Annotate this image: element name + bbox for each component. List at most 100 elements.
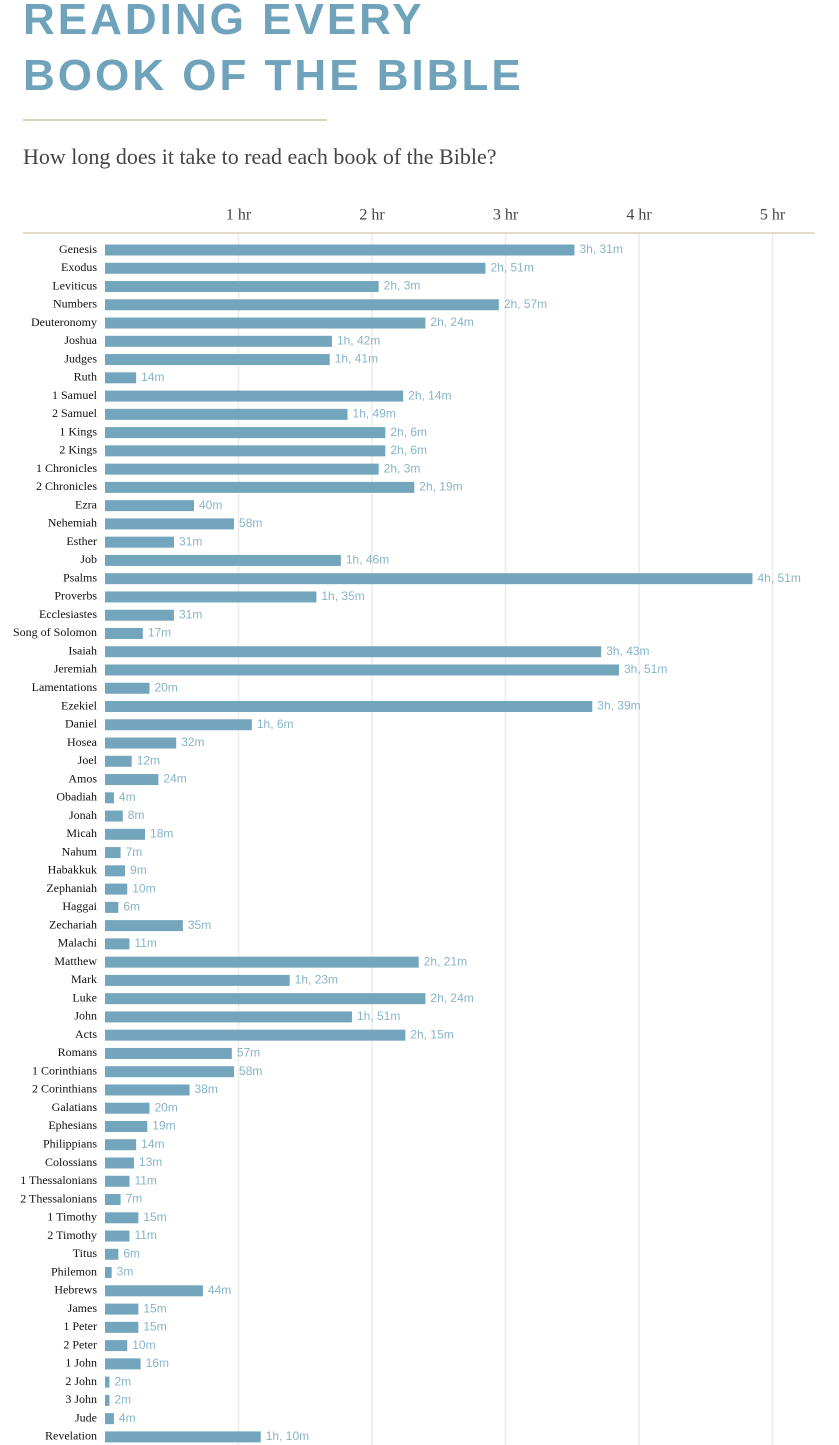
category-label: Philippians <box>43 1136 97 1150</box>
category-label: Ezekiel <box>61 698 98 712</box>
value-label: 1h, 10m <box>266 1429 309 1443</box>
value-label: 15m <box>143 1320 166 1334</box>
category-label: Numbers <box>53 297 97 311</box>
value-label: 1h, 42m <box>337 333 380 347</box>
category-label: Psalms <box>63 570 97 584</box>
category-label: 1 Chronicles <box>36 461 97 475</box>
category-label: Matthew <box>54 954 97 968</box>
bar <box>105 828 146 840</box>
value-label: 7m <box>126 845 143 859</box>
value-label: 9m <box>130 863 147 877</box>
bar <box>105 372 137 384</box>
bar <box>105 974 290 986</box>
x-tick-label: 2 hr <box>359 207 385 224</box>
category-label: 1 Kings <box>59 424 97 438</box>
bar <box>105 445 386 457</box>
category-label: Malachi <box>58 936 98 950</box>
value-label: 19m <box>152 1119 175 1133</box>
bar <box>105 244 575 256</box>
bar <box>105 1175 130 1187</box>
category-label: Hosea <box>67 735 98 749</box>
category-label: Habakkuk <box>48 863 97 877</box>
category-label: Obadiah <box>56 790 97 804</box>
value-label: 58m <box>239 516 262 530</box>
value-label: 38m <box>195 1082 218 1096</box>
bar <box>105 993 426 1005</box>
category-label: Romans <box>58 1045 98 1059</box>
category-label: Haggai <box>62 899 97 913</box>
category-label: Nehemiah <box>48 516 97 530</box>
category-label: Galatians <box>52 1100 98 1114</box>
value-label: 3m <box>117 1265 134 1279</box>
value-label: 4h, 51m <box>757 571 800 585</box>
value-label: 18m <box>150 826 173 840</box>
bar <box>105 463 379 475</box>
category-label: 1 Thessalonians <box>20 1173 97 1187</box>
value-label: 1h, 23m <box>295 973 338 987</box>
bar <box>105 682 150 694</box>
value-label: 1h, 6m <box>257 717 294 731</box>
value-label: 2h, 6m <box>390 443 427 457</box>
bar <box>105 591 317 603</box>
category-label: Zechariah <box>49 917 97 931</box>
value-label: 20m <box>155 1100 178 1114</box>
value-label: 31m <box>179 607 202 621</box>
value-label: 57m <box>237 1046 260 1060</box>
value-label: 3h, 43m <box>606 644 649 658</box>
value-label: 44m <box>208 1283 231 1297</box>
value-label: 2m <box>114 1374 131 1388</box>
value-label: 2m <box>114 1393 131 1407</box>
bar <box>105 1212 139 1224</box>
value-label: 2h, 57m <box>504 297 547 311</box>
category-label: 1 John <box>65 1356 97 1370</box>
bar <box>105 810 123 822</box>
bar <box>105 1029 406 1041</box>
category-label: Daniel <box>65 717 98 731</box>
category-label: Nahum <box>62 844 98 858</box>
value-label: 1h, 41m <box>335 352 378 366</box>
category-label: 3 John <box>65 1392 97 1406</box>
value-label: 3h, 51m <box>624 662 667 676</box>
category-label: Jeremiah <box>54 662 97 676</box>
value-label: 14m <box>141 370 164 384</box>
bar <box>105 755 132 767</box>
category-label: Job <box>80 552 97 566</box>
value-label: 10m <box>132 881 155 895</box>
category-label: 1 Timothy <box>47 1210 97 1224</box>
bar <box>105 1084 190 1096</box>
value-label: 2h, 24m <box>430 991 473 1005</box>
value-label: 35m <box>188 918 211 932</box>
value-label: 1h, 49m <box>353 407 396 421</box>
value-label: 3h, 39m <box>597 699 640 713</box>
value-label: 2h, 6m <box>390 425 427 439</box>
bar <box>105 1358 141 1370</box>
bar <box>105 281 379 293</box>
title: READING EVERY <box>23 0 425 44</box>
x-tick-label: 4 hr <box>626 207 652 224</box>
category-label: 2 Chronicles <box>36 479 97 493</box>
category-label: 1 Peter <box>63 1319 97 1333</box>
value-label: 2h, 3m <box>384 461 421 475</box>
value-label: 17m <box>148 626 171 640</box>
value-label: 20m <box>155 680 178 694</box>
bar <box>105 646 602 658</box>
bar <box>105 354 330 366</box>
category-label: Ezra <box>75 497 98 511</box>
value-label: 2h, 14m <box>408 388 451 402</box>
category-label: Jude <box>75 1410 97 1424</box>
category-label: Luke <box>72 990 97 1004</box>
value-label: 24m <box>163 772 186 786</box>
bar <box>105 627 143 639</box>
value-label: 7m <box>126 1192 143 1206</box>
value-label: 2h, 21m <box>424 954 467 968</box>
bar <box>105 573 753 585</box>
category-label: Jonah <box>69 808 97 822</box>
category-label: Titus <box>73 1246 98 1260</box>
bar <box>105 1303 139 1315</box>
bar <box>105 1267 112 1279</box>
bar <box>105 1413 114 1425</box>
value-label: 1h, 46m <box>346 553 389 567</box>
bar <box>105 1194 121 1206</box>
x-tick-label: 5 hr <box>760 207 786 224</box>
